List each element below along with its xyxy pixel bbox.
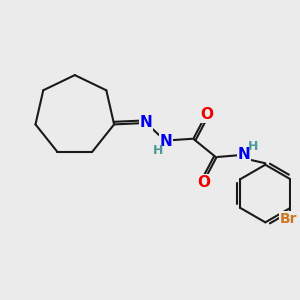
Text: N: N	[237, 147, 250, 162]
Text: O: O	[197, 175, 210, 190]
Text: N: N	[140, 116, 152, 130]
Text: N: N	[160, 134, 172, 149]
Text: Br: Br	[280, 212, 298, 226]
Text: H: H	[153, 144, 163, 158]
Text: O: O	[200, 107, 213, 122]
Text: H: H	[248, 140, 258, 153]
